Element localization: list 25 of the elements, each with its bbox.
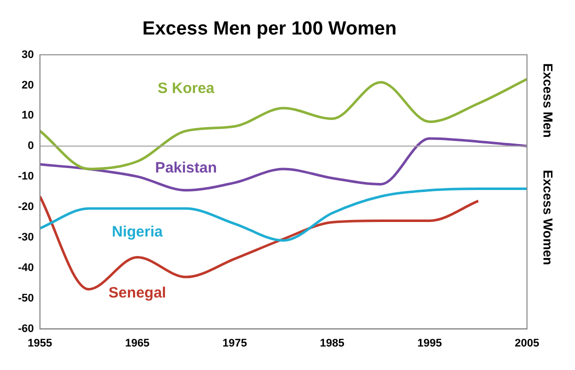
- y-tick-label: 0: [28, 140, 34, 152]
- series-label: Pakistan: [155, 159, 217, 176]
- text: Excess Women: [540, 170, 556, 266]
- x-tick-label: 1975: [222, 337, 247, 350]
- x-tick-label: 1965: [125, 337, 150, 350]
- text: Excess Men: [540, 63, 556, 138]
- y-tick-label: 20: [22, 79, 34, 92]
- y-tick-label: -50: [18, 292, 34, 304]
- line-series: [40, 188, 527, 242]
- x-tick-label: 2005: [514, 337, 540, 350]
- text: S Korea: [158, 80, 216, 98]
- line-series: [40, 137, 527, 192]
- chart-title: Excess Men per 100 Women: [142, 18, 397, 40]
- series-label: Nigeria: [112, 224, 164, 241]
- y-tick-label: -40: [18, 262, 34, 274]
- y-tick-label: -30: [18, 232, 34, 244]
- y-tick-label: 10: [22, 110, 34, 122]
- y-tick-label: -60: [18, 322, 34, 335]
- x-tick-label: 1955: [28, 337, 52, 350]
- y-tick-label: -20: [18, 201, 34, 214]
- y-tick-label: 30: [22, 48, 34, 61]
- y-tick-label: -10: [18, 170, 34, 183]
- x-tick-label: 1995: [417, 337, 442, 350]
- x-tick-label: 1985: [320, 337, 344, 350]
- series-label: Senegal: [108, 284, 166, 302]
